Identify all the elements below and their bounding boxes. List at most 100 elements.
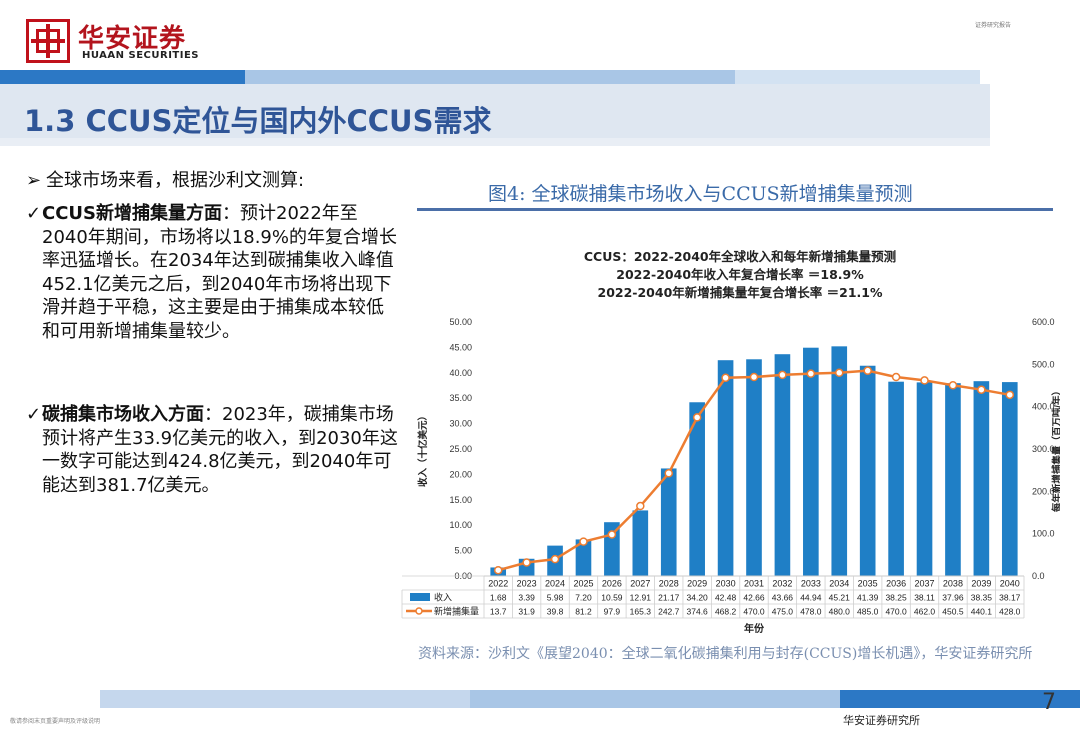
check-icon: ✓ [26,404,42,425]
revenue-data-label: 42.66 [743,593,765,603]
capture-volume-point [920,376,929,385]
capture-volume-point [607,530,617,539]
x-tick-label: 2022 [488,579,508,589]
legend-revenue-label: 收入 [434,592,452,603]
capture-data-label: 470.0 [885,607,907,617]
brand-name-cn: 华安证券 [78,24,187,54]
slide-title: 1.3 CCUS定位与国内外CCUS需求 [24,104,492,138]
title-bar [0,84,990,146]
capture-data-label: 480.0 [829,607,851,617]
header-band-right [735,70,980,84]
revenue-data-label: 45.21 [829,593,851,603]
brand-name-en: HUAAN SECURITIES [82,50,199,61]
x-tick-label: 2032 [772,579,792,589]
logo-mark [26,19,70,63]
check-bullet-2: ✓ [26,403,46,427]
revenue-bar [774,354,791,576]
footer-band-3 [840,690,1080,708]
capture-data-label: 485.0 [857,607,879,617]
x-axis-title: 年份 [744,622,765,635]
revenue-bar [717,360,734,576]
capture-volume-point [493,565,503,575]
x-tick-label: 2030 [716,579,736,589]
footer-band-2 [470,690,840,708]
chart-title-line-1: CCUS：2022-2040年全球收入和每年新增捕集量预测 [583,249,897,264]
y-left-tick-label: 5.00 [454,546,472,556]
y-left-tick-label: 10.00 [449,520,472,530]
y-right-tick-label: 100.0 [1032,529,1055,539]
x-tick-label: 2026 [602,579,622,589]
capture-volume-point [835,368,844,378]
capture-volume-point [1005,390,1015,400]
capture-volume-point [749,372,759,382]
revenue-capture-chart: 0.005.0010.0015.0020.0025.0030.0035.0040… [401,317,1060,635]
footer-org: 华安证券研究所 [843,714,920,727]
capture-data-label: 428.0 [999,607,1021,617]
capture-volume-point [550,554,560,564]
arrow-bullet-icon: ➢ [26,170,42,191]
chart-title-line-2: 2022-2040年收入年复合增长率 ＝18.9% [616,267,864,282]
check-bullet-1: ✓ [26,202,46,226]
x-tick-label: 2035 [858,579,878,589]
revenue-bar [859,365,876,576]
revenue-bar [1001,382,1018,576]
x-tick-label: 2034 [829,579,849,589]
x-tick-label: 2028 [659,579,679,589]
check-icon: ✓ [26,203,42,224]
capture-data-label: 475.0 [772,607,794,617]
revenue-bar [888,381,904,576]
y-left-tick-label: 50.00 [449,317,472,327]
capture-data-label: 39.8 [547,607,564,617]
capture-volume-point [721,373,730,383]
legend-line-marker [415,607,423,615]
x-tick-label: 2038 [943,579,963,589]
x-tick-label: 2027 [630,579,650,589]
capture-volume-point [948,381,958,390]
revenue-bar [803,347,819,576]
revenue-data-label: 38.11 [914,593,935,603]
revenue-bar [746,359,762,576]
revenue-data-label: 34.20 [687,593,709,603]
capture-data-label: 470.0 [743,607,765,617]
point-2: 碳捕集市场收入方面：2023年，碳捕集市场预计将产生33.9亿美元的收入，到20… [42,403,398,497]
capture-volume-point [692,413,702,422]
y-right-tick-label: 300.0 [1032,444,1055,454]
revenue-bar [689,402,705,576]
y-right-tick-label: 200.0 [1032,486,1055,496]
revenue-bar [973,381,990,576]
point-1: CCUS新增捕集量方面：预计2022年至2040年期间，市场将以18.9%的年复… [42,202,398,343]
capture-volume-point [579,537,588,546]
footer-band-1 [100,690,470,708]
x-tick-label: 2029 [687,579,707,589]
x-tick-label: 2033 [801,579,821,589]
y-left-tick-label: 30.00 [449,419,472,429]
figure-rule [417,208,1053,211]
revenue-bar [831,346,848,576]
chart-title-line-3: 2022-2040年新增捕集量年复合增长率 ＝21.1% [597,285,883,300]
header-band-mid [245,70,735,84]
y-left-tick-label: 25.00 [449,444,472,454]
revenue-data-label: 37.96 [942,593,964,603]
revenue-data-label: 5.98 [547,593,564,603]
capture-data-label: 374.6 [687,607,709,617]
revenue-data-label: 41.39 [857,593,879,603]
capture-data-label: 478.0 [800,607,822,617]
capture-data-label: 242.7 [658,607,680,617]
revenue-data-label: 21.17 [658,593,680,603]
revenue-data-label: 44.94 [800,593,822,603]
revenue-data-label: 38.25 [885,593,907,603]
capture-data-label: 440.1 [971,607,993,617]
capture-volume-point [806,369,816,378]
capture-volume-point [977,385,986,394]
revenue-bar [632,510,649,576]
source-note: 资料来源：沙利文《展望2040：全球二氧化碳捕集利用与封存(CCUS)增长机遇》… [418,646,1033,662]
figure-title: 图4: 全球碳捕集市场收入与CCUS新增捕集量预测 [488,183,913,205]
revenue-bar [660,468,677,576]
header-band-left [0,70,245,84]
revenue-data-label: 7.20 [575,593,592,603]
revenue-data-label: 12.91 [630,593,652,603]
capture-volume-point [891,372,901,382]
legend-capture-label: 新增捕集量 [434,606,479,617]
revenue-data-label: 3.39 [518,593,535,603]
revenue-data-label: 1.68 [490,593,507,603]
